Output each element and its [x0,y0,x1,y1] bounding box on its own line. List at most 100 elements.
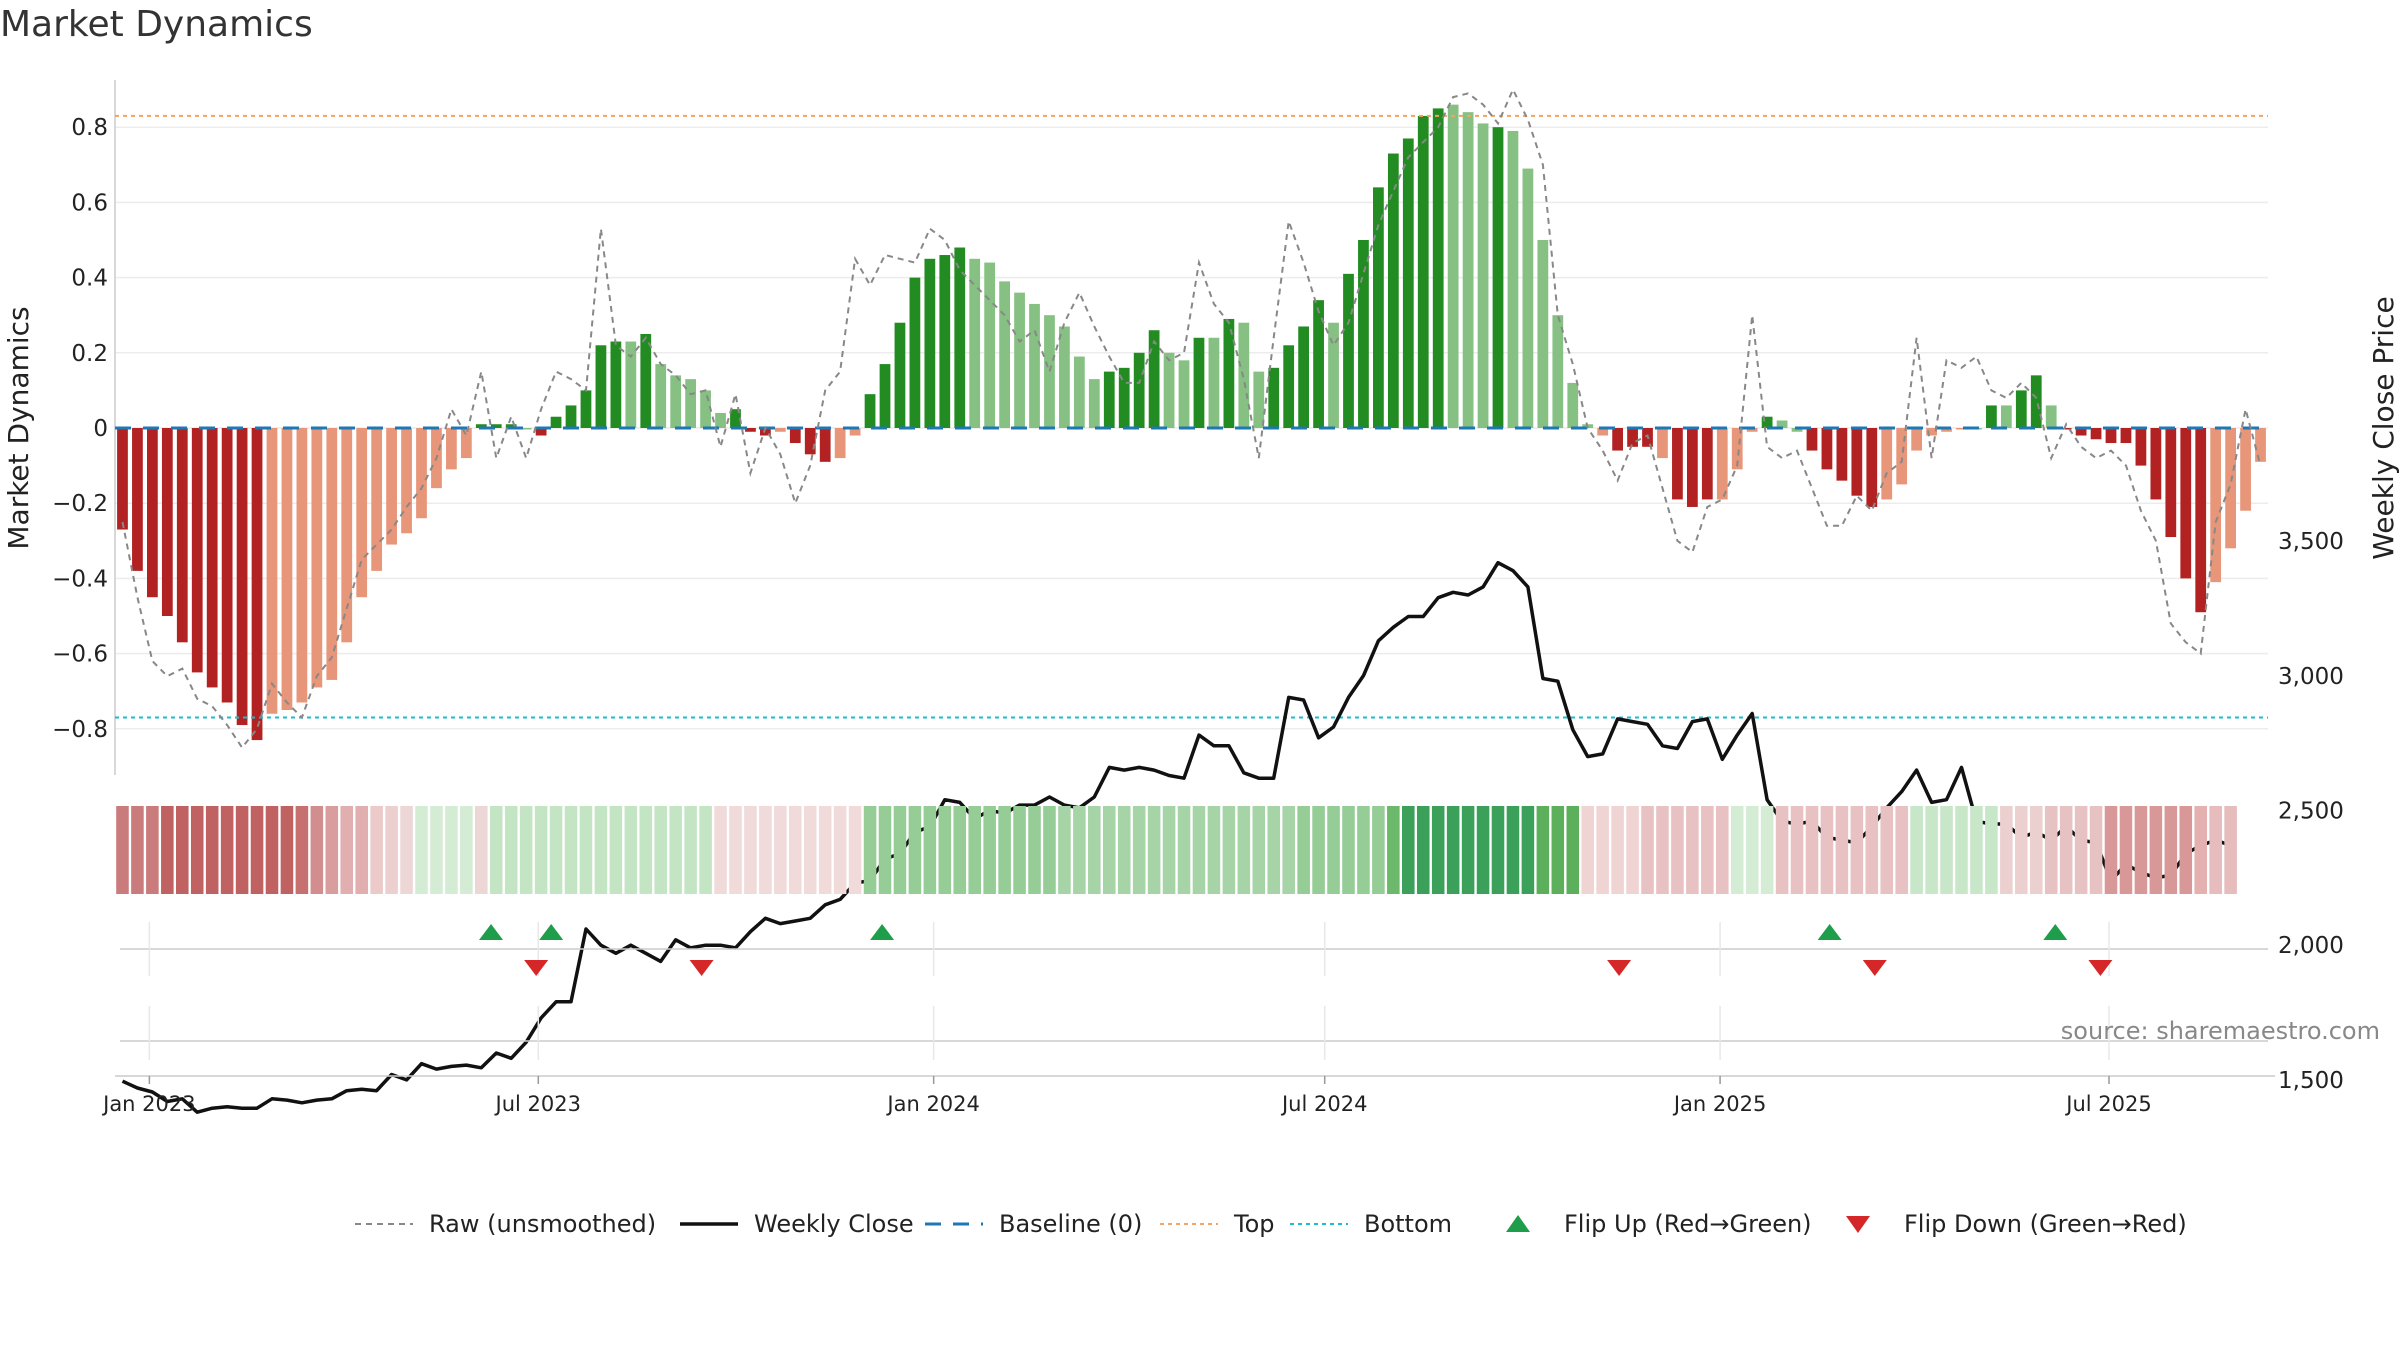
momentum-bar [2150,428,2162,500]
regime-strip-cell [445,806,458,894]
momentum-bar [161,428,173,616]
momentum-bar [1672,428,1683,500]
momentum-bar [1088,379,1100,428]
momentum-bar [1417,115,1429,429]
momentum-bar [221,428,233,703]
legend-label: Raw (unsmoothed) [429,1210,656,1238]
momentum-bar [1283,345,1295,428]
momentum-bar [1597,428,1609,436]
x-tick-label: Jan 2025 [1672,1092,1767,1116]
legend-label: Weekly Close [754,1210,914,1238]
momentum-bar [2180,428,2192,579]
regime-strip-cell [774,806,787,894]
x-tick-label: Jan 2024 [885,1092,980,1116]
regime-strip-cell [2179,806,2193,894]
momentum-bar [1253,371,1265,428]
momentum-bar [1387,153,1399,428]
flip-up-marker [1817,924,1842,940]
regime-strip-cell [549,806,563,894]
momentum-bar [1447,104,1459,428]
regime-strip-cell [1387,806,1400,894]
regime-strip-cell [1835,806,1849,894]
flip-down-marker [524,960,549,976]
regime-strip-cell [310,806,324,894]
momentum-bar [1014,292,1025,428]
y-tick-label: −0.8 [52,717,108,743]
regime-strip-cell [190,806,204,894]
regime-strip-cell [1536,806,1550,894]
raw-series-line [121,87,2262,750]
regime-strip-cell [1506,806,1520,894]
momentum-bar [1343,273,1354,428]
regime-strip-cell [1282,806,1295,894]
momentum-bar [984,262,996,428]
regime-strip-cell [1895,806,1908,894]
momentum-bar [1537,240,1549,428]
regime-strip-cell [1312,806,1325,894]
momentum-bar [1477,123,1489,428]
regime-strip-cell [639,806,653,894]
x-tick-label: Jan 2023 [101,1092,196,1116]
momentum-bar [2105,428,2117,444]
momentum-bar [2090,428,2102,440]
momentum-bar [2015,390,2027,428]
momentum-bar [670,375,682,428]
momentum-bar [2000,405,2012,428]
momentum-bar [2045,405,2057,428]
momentum-bar [954,247,966,428]
regime-strip-cell [1132,806,1146,894]
momentum-bar [475,424,487,428]
momentum-bar [1731,428,1743,470]
regime-strip-cell [385,806,398,894]
regime-strip-cell [1805,806,1819,894]
momentum-bar [894,322,906,428]
regime-strip-cell [1402,806,1415,894]
x-tick-label: Jul 2025 [2064,1092,2151,1116]
momentum-bar [1462,112,1474,428]
y2-tick-label: 3,500 [2278,529,2344,555]
regime-strip-cell [325,806,339,894]
momentum-bar [1911,428,1923,451]
regime-strip-cell [669,806,682,894]
regime-strip-cell [953,806,967,894]
momentum-bar [206,428,218,688]
regime-strip-cell [489,806,503,894]
regime-strip-cell [1028,806,1041,894]
momentum-bar [804,428,816,455]
y2-axis-label: Weekly Close Price [2367,296,2400,559]
regime-strip-cell [1850,806,1864,894]
regime-strip-cell [1955,806,1968,894]
momentum-bar [1358,240,1369,428]
momentum-bar [879,364,891,428]
momentum-bar [1432,108,1444,429]
momentum-bar [251,428,263,741]
momentum-bar [2195,428,2207,613]
momentum-bar [446,428,457,470]
regime-strip-cell [1596,806,1609,894]
regime-strip-cell [430,806,443,894]
momentum-bar [1552,315,1564,428]
regime-strip-cell [400,806,413,894]
momentum-bar [520,428,532,430]
legend-label: Flip Up (Red→Green) [1564,1210,1812,1238]
momentum-bar [610,341,622,428]
momentum-bar [730,409,741,428]
regime-strip-cell [1476,806,1490,894]
regime-strip-cell [1147,806,1161,894]
regime-strip-cell [519,806,533,894]
momentum-bar [1851,428,1863,496]
momentum-bar [1029,303,1040,428]
regime-strip-cell [2015,806,2028,894]
regime-strip-cell [1327,806,1340,894]
regime-strip-cell [609,806,623,894]
regime-strip-cell [1566,806,1580,894]
momentum-bar [1881,428,1893,500]
momentum-bar [386,428,397,545]
momentum-bar [1402,138,1414,429]
momentum-bar [1313,300,1324,428]
momentum-bar [1118,367,1130,428]
momentum-bar [1268,367,1280,428]
momentum-bar [2210,428,2222,583]
momentum-bar [640,334,652,428]
y-tick-label: −0.4 [52,566,108,592]
